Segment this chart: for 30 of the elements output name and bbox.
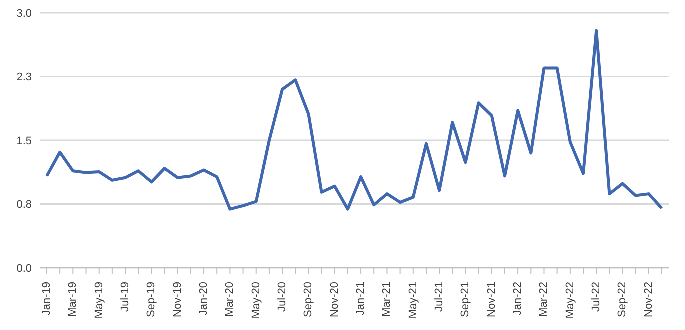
x-tick-label: Jul-22 [590, 282, 603, 312]
x-tick-label: Sep-22 [616, 282, 629, 318]
x-tick-label: May-20 [250, 282, 262, 319]
y-tick-label: 0.8 [16, 199, 32, 212]
x-tick-label: May-22 [564, 282, 576, 319]
x-tick-label: May-19 [93, 282, 106, 319]
x-tick-label: Jan-19 [41, 282, 53, 316]
x-tick-label: Nov-22 [642, 282, 655, 318]
y-tick-label: 2.3 [16, 72, 32, 84]
x-tick-label: Jul-20 [276, 282, 289, 312]
x-tick-label: May-21 [407, 282, 420, 319]
x-tick-label: Mar-21 [381, 282, 394, 317]
x-tick-label: Mar-22 [538, 282, 550, 317]
x-tick-label: Jan-21 [355, 282, 368, 316]
x-tick-label: Jul-19 [120, 282, 132, 312]
x-tick-label: Nov-19 [172, 282, 184, 318]
y-tick-label: 1.5 [16, 135, 32, 148]
y-tick-label: 0.0 [16, 262, 32, 275]
x-tick-label: Mar-20 [224, 282, 236, 317]
x-tick-label: Jan-20 [198, 282, 210, 316]
x-tick-label: Nov-20 [328, 282, 341, 318]
y-tick-label: 3.0 [16, 8, 32, 20]
x-tick-label: Sep-21 [460, 282, 472, 318]
x-tick-label: Jul-21 [434, 282, 446, 312]
x-tick-label: Nov-21 [486, 282, 498, 318]
x-tick-label: Mar-19 [67, 282, 80, 317]
x-tick-label: Jan-22 [512, 282, 524, 316]
line-series [46, 29, 664, 211]
x-tick-label: Sep-20 [302, 282, 315, 318]
x-tick-label: Sep-19 [146, 282, 158, 318]
